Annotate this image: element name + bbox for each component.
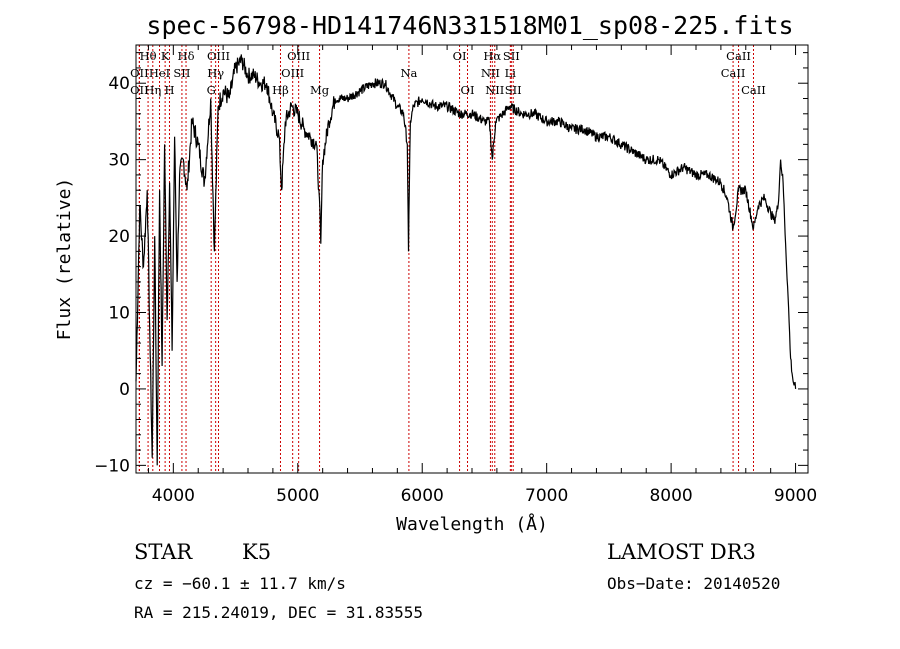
y-tick-label: 40 xyxy=(108,74,130,94)
y-tick-label: 0 xyxy=(119,380,130,400)
line-marker-label: G xyxy=(207,83,216,97)
y-tick-label: −10 xyxy=(94,456,130,476)
y-axis-ticks: −10 0 10 20 30 40 xyxy=(94,52,808,476)
line-marker-label: SII xyxy=(503,49,520,63)
plot-frame xyxy=(135,44,809,474)
line-marker-label: Hη xyxy=(144,83,161,97)
x-tick-label: 4000 xyxy=(152,486,195,506)
line-marker-label: SII xyxy=(505,83,522,97)
line-marker-label: Hθ xyxy=(140,49,157,63)
y-tick-label: 30 xyxy=(108,151,130,171)
x-tick-label: 7000 xyxy=(525,486,568,506)
line-marker-label: OII xyxy=(130,83,149,97)
line-marker-label: HeI xyxy=(149,66,170,80)
line-marker-label: CaII xyxy=(726,49,751,63)
x-tick-label: 8000 xyxy=(649,486,692,506)
object-class: STAR xyxy=(134,540,193,564)
line-marker-label: OII xyxy=(130,66,149,80)
line-marker-label: K xyxy=(161,49,170,63)
x-tick-label: 6000 xyxy=(401,486,444,506)
y-tick-label: 10 xyxy=(108,304,130,324)
line-marker-label: Hδ xyxy=(178,49,195,63)
x-axis-label: Wavelength (Å) xyxy=(396,513,548,535)
line-marker-label: H xyxy=(164,83,174,97)
line-marker-label: Hγ xyxy=(207,66,224,80)
y-tick-label: 20 xyxy=(108,227,130,247)
y-axis-label: Flux (relative) xyxy=(54,178,75,341)
line-marker-label: OIII xyxy=(287,49,310,63)
line-marker-label: Hβ xyxy=(272,83,289,97)
line-marker-label: CaII xyxy=(741,83,766,97)
line-marker-label: OIII xyxy=(281,66,304,80)
line-marker-label: Hα xyxy=(483,49,501,63)
line-marker-label: NII xyxy=(485,83,504,97)
line-marker-label: Li xyxy=(505,66,517,80)
x-tick-label: 9000 xyxy=(774,486,817,506)
spectrum-line xyxy=(135,54,797,466)
line-marker-label: Na xyxy=(400,66,417,80)
chart-title: spec-56798-HD141746N331518M01_sp08-225.f… xyxy=(146,11,793,40)
survey-name: LAMOST DR3 xyxy=(607,540,756,564)
obs-date: Obs−Date: 20140520 xyxy=(607,574,781,593)
line-marker-label: Mg xyxy=(310,83,330,97)
line-marker-label: CaII xyxy=(721,66,746,80)
object-subclass: K5 xyxy=(242,540,272,564)
line-marker-label: OI xyxy=(453,49,467,63)
x-tick-label: 5000 xyxy=(276,486,319,506)
x-axis-ticks: 4000 5000 6000 7000 8000 9000 xyxy=(147,45,817,506)
coordinates: RA = 215.24019, DEC = 31.83555 xyxy=(134,603,423,622)
line-markers xyxy=(138,45,754,473)
line-marker-label: SII xyxy=(173,66,190,80)
line-marker-label: OIII xyxy=(207,49,230,63)
line-marker-label: OI xyxy=(461,83,475,97)
line-marker-label: NII xyxy=(481,66,500,80)
redshift-cz: cz = −60.1 ± 11.7 km/s xyxy=(134,574,346,593)
